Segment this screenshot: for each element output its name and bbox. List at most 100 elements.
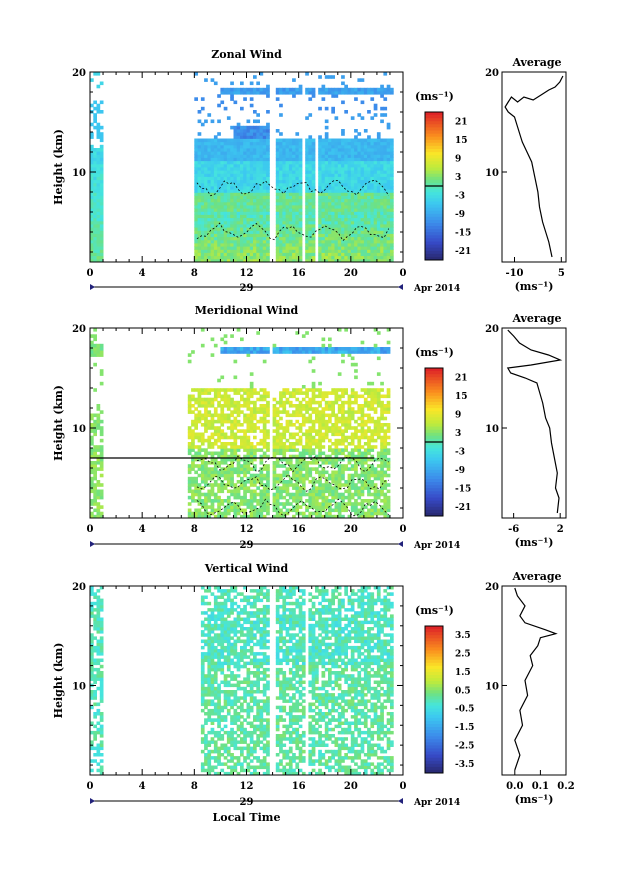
heatmap-cell bbox=[386, 141, 391, 146]
heatmap-cell bbox=[99, 195, 104, 200]
heatmap-cell bbox=[266, 144, 270, 149]
heatmap-cell bbox=[259, 144, 264, 149]
heatmap-cell bbox=[210, 170, 215, 174]
heatmap-cell bbox=[321, 243, 326, 247]
heatmap-cell bbox=[99, 192, 104, 196]
heatmap-cell bbox=[373, 224, 378, 228]
heatmap-cell bbox=[324, 391, 329, 395]
heatmap-cell bbox=[344, 255, 348, 260]
heatmap-cell bbox=[354, 154, 358, 158]
heatmap-cell bbox=[217, 486, 221, 490]
heatmap-cell bbox=[383, 435, 388, 440]
heatmap-cell bbox=[380, 192, 384, 196]
heatmap-cell bbox=[256, 230, 260, 234]
heatmap-cell bbox=[380, 170, 384, 174]
heatmap-cell bbox=[230, 457, 234, 462]
heatmap-cell bbox=[256, 119, 260, 124]
heatmap-cell bbox=[357, 410, 362, 414]
heatmap-cell bbox=[187, 400, 192, 405]
heatmap-cell bbox=[279, 189, 283, 193]
heatmap-cell bbox=[383, 182, 388, 187]
heatmap-cell bbox=[275, 239, 280, 244]
heatmap-cell bbox=[350, 400, 355, 405]
heatmap-cell bbox=[318, 252, 322, 257]
heatmap-cell bbox=[243, 236, 247, 241]
heatmap-cell bbox=[279, 167, 283, 171]
heatmap-cell bbox=[344, 416, 348, 421]
heatmap-cell bbox=[354, 258, 358, 263]
heatmap-cell bbox=[321, 176, 326, 181]
heatmap-cell bbox=[318, 186, 322, 190]
heatmap-cell bbox=[204, 141, 208, 146]
heatmap-cell bbox=[256, 87, 260, 92]
heatmap-cell bbox=[331, 182, 335, 187]
heatmap-cell bbox=[331, 110, 335, 114]
heatmap-cell bbox=[334, 160, 339, 165]
heatmap-cell bbox=[292, 78, 296, 82]
heatmap-cell bbox=[324, 201, 329, 206]
heatmap-cell bbox=[347, 492, 352, 497]
heatmap-cell bbox=[367, 239, 371, 244]
heatmap-cell bbox=[331, 211, 335, 215]
heatmap-cell bbox=[311, 505, 316, 509]
heatmap-cell bbox=[308, 438, 313, 443]
heatmap-cell bbox=[96, 110, 101, 114]
heatmap-cell bbox=[223, 167, 228, 171]
heatmap-cell bbox=[204, 239, 208, 244]
heatmap-cell bbox=[246, 217, 251, 222]
heatmap-cell bbox=[390, 239, 394, 244]
heatmap-cell bbox=[360, 416, 365, 421]
heatmap-cell bbox=[246, 499, 251, 503]
heatmap-cell bbox=[259, 72, 264, 76]
heatmap-cell bbox=[246, 91, 251, 95]
heatmap-cell bbox=[249, 179, 254, 184]
heatmap-cell bbox=[233, 195, 238, 200]
heatmap-cell bbox=[298, 429, 303, 433]
heatmap-cell bbox=[305, 198, 309, 203]
heatmap-cell bbox=[347, 347, 352, 351]
heatmap-cell bbox=[357, 476, 362, 481]
heatmap-cell bbox=[360, 350, 365, 354]
heatmap-cell bbox=[243, 170, 247, 174]
heatmap-cell bbox=[347, 353, 352, 357]
heatmap-cell bbox=[292, 252, 296, 257]
heatmap-cell bbox=[204, 461, 208, 465]
heatmap-cell bbox=[298, 192, 303, 196]
heatmap-cell bbox=[324, 350, 329, 354]
heatmap-cell bbox=[308, 350, 313, 354]
heatmap-cell bbox=[285, 419, 290, 424]
heatmap-cell bbox=[217, 258, 221, 263]
heatmap-cell bbox=[341, 167, 345, 171]
heatmap-cell bbox=[367, 87, 371, 92]
heatmap-cell bbox=[259, 198, 264, 203]
heatmap-cell bbox=[204, 167, 208, 171]
heatmap-cell bbox=[197, 413, 202, 418]
heatmap-cell bbox=[266, 252, 270, 257]
heatmap-cell bbox=[226, 457, 231, 462]
heatmap-cell bbox=[90, 353, 94, 357]
heatmap-cell bbox=[259, 243, 264, 247]
heatmap-cell bbox=[376, 432, 381, 437]
heatmap-cell bbox=[321, 413, 326, 418]
heatmap-cell bbox=[360, 388, 365, 392]
heatmap-cell bbox=[236, 413, 241, 418]
heatmap-cell bbox=[367, 195, 371, 200]
heatmap-cell bbox=[213, 167, 218, 171]
heatmap-cell bbox=[282, 211, 287, 215]
heatmap-cell bbox=[344, 423, 348, 427]
heatmap-cell bbox=[275, 233, 280, 238]
heatmap-cell bbox=[301, 502, 306, 506]
heatmap-cell bbox=[370, 97, 375, 101]
heatmap-cell bbox=[318, 394, 322, 399]
heatmap-cell bbox=[99, 252, 104, 257]
heatmap-cell bbox=[324, 249, 329, 253]
heatmap-cell bbox=[194, 189, 198, 193]
heatmap-cell bbox=[324, 239, 329, 244]
panel-title: Meridional Wind bbox=[195, 304, 299, 317]
heatmap-cell bbox=[243, 416, 247, 421]
heatmap-cell bbox=[288, 189, 293, 193]
heatmap-cell bbox=[240, 208, 244, 212]
heatmap-cell bbox=[279, 201, 283, 206]
heatmap-cell bbox=[334, 438, 339, 443]
heatmap-cell bbox=[350, 457, 355, 462]
